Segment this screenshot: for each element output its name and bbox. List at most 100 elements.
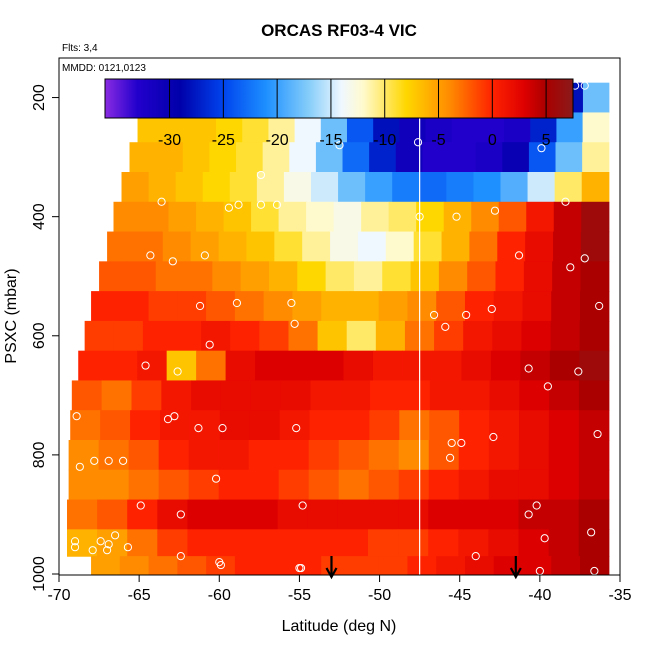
heat-cell-10-13: [459, 380, 491, 411]
heat-cell-7-10: [378, 291, 409, 322]
heat-cell-4-9: [361, 201, 390, 233]
heat-cell-15-2: [127, 529, 158, 557]
observation-point-44: [290, 319, 299, 328]
colorbar-ticks: -30 -25 -20 -15 -10 -5 0 5: [158, 79, 551, 149]
heat-cell-12-5: [218, 440, 250, 471]
x-tick-label-0: -70: [47, 587, 70, 604]
heat-cell-2-13: [475, 142, 503, 173]
heat-cell-5-11: [413, 231, 443, 262]
heat-cell-3-3: [202, 172, 231, 203]
heat-cell-4-11: [416, 201, 445, 233]
heat-cell-7-4: [206, 291, 236, 322]
heat-cell-5-10: [385, 231, 415, 262]
heat-cell-3-1: [148, 172, 177, 203]
dates-note: MMDD: 0121,0123: [62, 63, 146, 74]
heat-cell-15-15: [518, 529, 550, 557]
heat-cell-11-10: [369, 410, 400, 441]
heat-cell-6-2: [155, 261, 185, 292]
heat-cell-16-16: [551, 556, 581, 575]
y-tick-label-1: 400: [31, 203, 48, 230]
heat-cell-10-15: [519, 380, 550, 411]
observation-point-49: [543, 382, 552, 391]
heat-cell-4-2: [168, 201, 197, 233]
heat-cell-7-16: [551, 291, 581, 322]
observation-point-46: [141, 361, 150, 370]
heat-cell-16-9: [349, 556, 380, 575]
heat-cell-4-3: [196, 201, 225, 233]
observation-point-35: [580, 254, 589, 263]
heat-cell-11-3: [159, 410, 191, 441]
heat-cell-16-11: [407, 556, 437, 575]
heat-cell-11-15: [519, 410, 550, 441]
heat-cell-8-6: [259, 320, 290, 352]
heat-cell-3-16: [554, 172, 583, 203]
heat-cell-3-13: [473, 172, 502, 203]
observation-point-29: [561, 197, 570, 206]
heat-cell-12-10: [368, 440, 400, 471]
heat-cell-12-7: [278, 440, 310, 471]
heat-cell-7-14: [493, 291, 524, 322]
heat-cell-7-8: [321, 291, 351, 322]
x-tick-label-6: -40: [528, 587, 551, 604]
heat-cell-12-0: [68, 440, 100, 471]
heat-cell-5-1: [134, 231, 164, 262]
heat-cell-2-5: [262, 142, 290, 173]
observation-point-76: [104, 540, 113, 549]
observation-point-20: [157, 197, 166, 206]
heat-cell-6-0: [99, 261, 128, 292]
heat-cell-4-15: [526, 201, 555, 233]
colorbar-tick-label-6: 0: [488, 132, 497, 149]
heat-cell-5-7: [302, 231, 331, 262]
heat-cell-16-6: [263, 556, 293, 575]
heat-cell-2-1: [156, 142, 184, 173]
heat-cell-16-1: [119, 556, 150, 575]
heat-cell-6-1: [127, 261, 157, 292]
heat-cell-15-13: [458, 529, 489, 557]
heat-cell-2-16: [555, 142, 583, 173]
heat-cell-3-17: [581, 172, 610, 203]
observation-point-53: [593, 429, 602, 439]
heat-cell-5-0: [107, 231, 136, 262]
heat-cell-1-17: [582, 112, 610, 143]
observation-point-52: [170, 412, 179, 421]
heat-cell-5-6: [274, 231, 303, 262]
heat-cell-7-11: [407, 291, 437, 322]
heat-cell-5-5: [246, 231, 275, 262]
heat-cell-14-17: [578, 499, 610, 530]
heat-cell-8-14: [492, 320, 523, 352]
heat-cell-8-5: [230, 320, 260, 352]
heat-cell-14-13: [458, 499, 489, 530]
heat-cell-15-11: [398, 529, 429, 557]
heat-cell-13-7: [278, 469, 310, 501]
observation-point-15: [580, 81, 589, 90]
heat-cell-16-3: [177, 556, 207, 575]
heat-cell-11-0: [70, 410, 101, 441]
observation-point-19: [256, 170, 266, 180]
heat-cell-6-10: [382, 261, 412, 292]
heat-cell-6-3: [184, 261, 213, 292]
x-tick-label-1: -65: [128, 587, 151, 604]
heat-cell-12-11: [398, 440, 430, 471]
y-axis: 200 400 600 800 1000: [31, 84, 60, 592]
heat-cell-13-0: [68, 469, 100, 501]
heat-cell-6-4: [212, 261, 242, 292]
heat-cell-11-4: [189, 410, 221, 441]
heat-cell-9-16: [549, 350, 580, 382]
observation-point-47: [173, 367, 182, 376]
observation-point-23: [272, 200, 282, 209]
heat-cell-16-10: [378, 556, 409, 575]
heat-cell-12-8: [308, 440, 340, 471]
heat-cell-9-10: [372, 350, 404, 382]
heat-cell-8-1: [113, 320, 144, 352]
heat-cell-9-9: [343, 350, 374, 382]
heat-cell-5-12: [441, 231, 471, 262]
colorbar-tick-label-4: -10: [373, 132, 396, 149]
heat-cell-5-14: [497, 231, 526, 262]
heat-cell-15-7: [277, 529, 309, 557]
heat-cell-15-6: [247, 529, 279, 557]
colorbar-tick-label-7: 5: [542, 132, 551, 149]
heat-cell-8-16: [550, 320, 581, 352]
observation-point-16: [537, 144, 546, 153]
heat-cell-6-6: [268, 261, 298, 292]
